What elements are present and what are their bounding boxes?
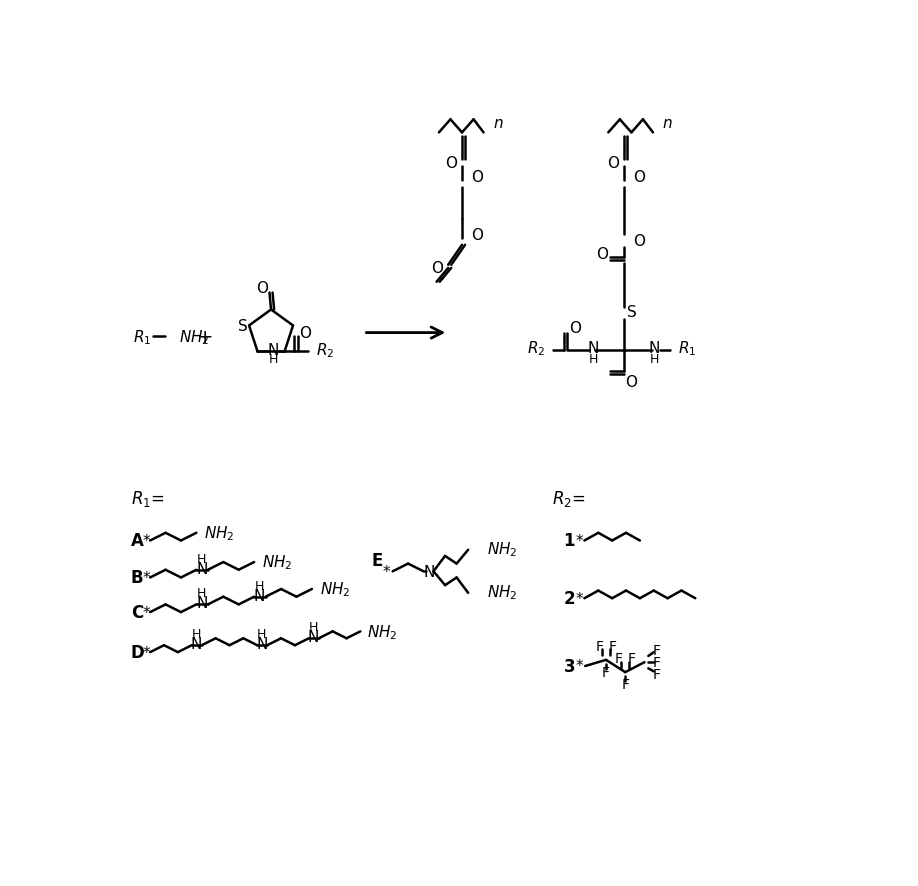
Text: *: *	[576, 659, 583, 673]
Text: N: N	[196, 561, 207, 576]
Text: F: F	[621, 678, 629, 692]
Text: $NH_2$: $NH_2$	[487, 540, 518, 558]
Text: H: H	[257, 627, 266, 641]
Text: F: F	[608, 640, 616, 653]
Text: O: O	[569, 321, 581, 336]
Text: H: H	[650, 353, 659, 366]
Text: F: F	[653, 643, 661, 657]
Text: O: O	[596, 246, 608, 261]
Text: $R_1$=: $R_1$=	[131, 488, 164, 509]
Text: O: O	[607, 156, 619, 171]
Text: $R_1$: $R_1$	[677, 339, 696, 358]
Text: N: N	[424, 564, 435, 579]
Text: N: N	[649, 341, 660, 356]
Text: O: O	[256, 280, 268, 295]
Text: O: O	[445, 156, 457, 171]
Text: S: S	[626, 305, 636, 320]
Text: H: H	[197, 552, 207, 565]
Text: O: O	[633, 169, 645, 184]
Text: 3: 3	[564, 657, 576, 675]
Text: 1: 1	[564, 532, 576, 550]
Text: F: F	[602, 665, 610, 680]
Text: H: H	[197, 587, 207, 600]
Text: $NH_2$: $NH_2$	[204, 524, 235, 542]
Text: N: N	[308, 630, 319, 644]
Text: D: D	[131, 643, 145, 661]
Text: N: N	[253, 588, 265, 603]
Text: N: N	[196, 595, 207, 610]
Text: H: H	[308, 620, 318, 633]
Text: F: F	[615, 651, 623, 665]
Text: $NH_2$: $NH_2$	[487, 582, 518, 601]
Text: $R_2$: $R_2$	[527, 339, 545, 358]
Text: *: *	[142, 605, 151, 620]
Text: $R_2$=: $R_2$=	[552, 488, 586, 509]
Text: 2: 2	[564, 589, 576, 608]
Text: N: N	[191, 636, 202, 651]
Text: F: F	[596, 640, 604, 653]
Text: H: H	[589, 353, 599, 366]
Text: $NH_2$: $NH_2$	[179, 328, 209, 346]
Text: $R_1$: $R_1$	[133, 328, 151, 346]
Text: $R_2$: $R_2$	[316, 341, 334, 360]
Text: $n$: $n$	[662, 116, 673, 131]
Text: H: H	[269, 354, 278, 366]
Text: *: *	[142, 533, 151, 548]
Text: C: C	[131, 603, 143, 621]
Text: O: O	[471, 169, 483, 184]
Text: O: O	[299, 325, 311, 340]
Text: H: H	[192, 627, 201, 641]
Text: A: A	[131, 532, 144, 550]
Text: $NH_2$: $NH_2$	[262, 553, 292, 571]
Text: $NH_2$: $NH_2$	[366, 622, 397, 641]
Text: F: F	[627, 651, 635, 665]
Text: F: F	[653, 656, 661, 670]
Text: *: *	[576, 591, 583, 606]
Text: *: *	[142, 571, 151, 586]
Text: $NH_2$: $NH_2$	[319, 580, 350, 599]
Text: +: +	[197, 328, 214, 346]
Text: N: N	[256, 636, 267, 651]
Text: E: E	[371, 551, 383, 569]
Text: O: O	[633, 233, 645, 248]
Text: O: O	[431, 261, 443, 276]
Text: N: N	[268, 343, 279, 358]
Text: N: N	[588, 341, 599, 356]
Text: S: S	[238, 319, 248, 333]
Text: F: F	[653, 668, 661, 681]
Text: B: B	[131, 569, 143, 587]
Text: O: O	[471, 228, 483, 242]
Text: $n$: $n$	[493, 116, 503, 131]
Text: *: *	[142, 645, 151, 660]
Text: O: O	[625, 375, 637, 390]
Text: *: *	[383, 564, 390, 579]
Text: *: *	[576, 533, 583, 548]
Text: H: H	[255, 579, 264, 592]
